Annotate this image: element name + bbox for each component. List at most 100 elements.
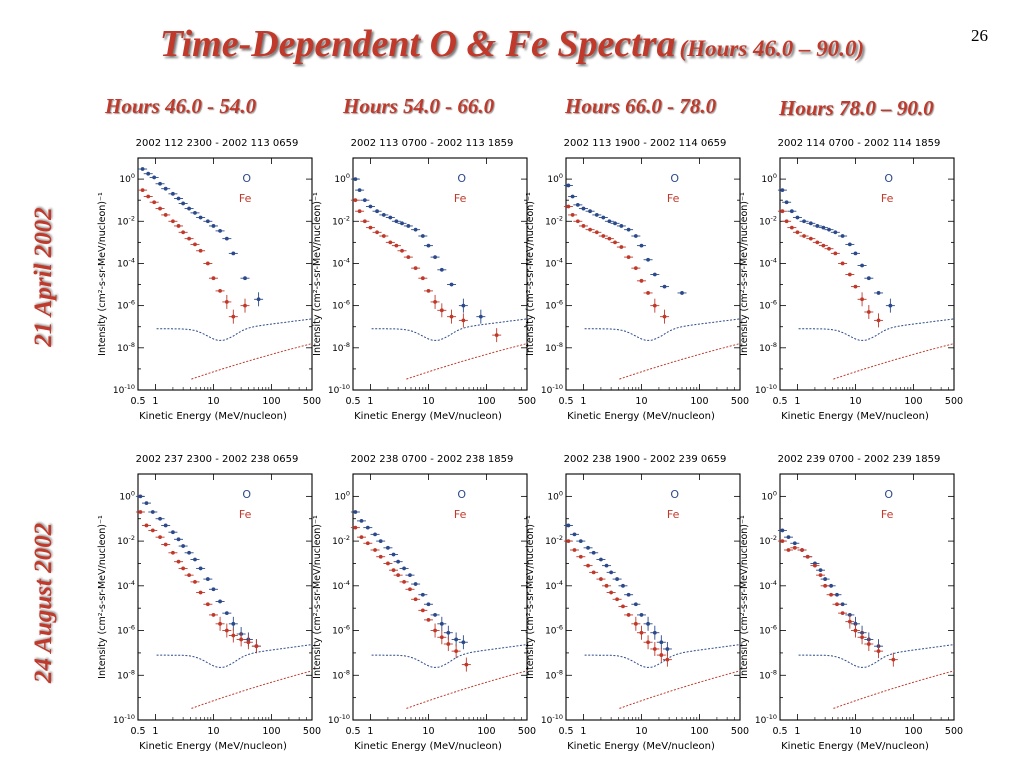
- x-tick-label: 500: [731, 726, 749, 737]
- y-tick-label: 10-10: [113, 383, 135, 396]
- y-tick-label: 10-10: [328, 383, 350, 396]
- y-tick-label: 10-2: [117, 214, 135, 227]
- legend-fe: Fe: [239, 508, 252, 521]
- y-tick-label: 10-8: [545, 668, 563, 681]
- y-tick-label: 10-4: [117, 579, 135, 592]
- y-tick-label: 10-2: [117, 534, 135, 547]
- x-tick-label: 10: [849, 726, 861, 737]
- x-tick-label: 100: [904, 726, 922, 737]
- slide-title-sub: (Hours 46.0 – 90.0): [679, 36, 865, 61]
- y-tick-label: 10-2: [332, 534, 350, 547]
- y-tick-label: 10-6: [759, 299, 777, 312]
- y-axis-label: Intensity (cm²-s-sr-MeV/nucleon)⁻¹: [97, 192, 108, 356]
- y-axis-label: Intensity (cm²-s-sr-MeV/nucleon)⁻¹: [739, 515, 750, 679]
- y-tick-label: 10-10: [328, 713, 350, 726]
- x-tick-label: 10: [635, 726, 647, 737]
- y-tick-label: 10-10: [755, 713, 777, 726]
- background-curve-o: [584, 644, 741, 668]
- y-tick-label: 10-6: [545, 624, 563, 637]
- y-axis-label: Intensity (cm²-s-sr-MeV/nucleon)⁻¹: [525, 192, 536, 356]
- page-number: 26: [971, 26, 988, 45]
- x-tick-label: 100: [690, 726, 708, 737]
- x-tick-label: 1: [367, 726, 373, 737]
- x-tick-label: 100: [477, 396, 495, 407]
- x-tick-label: 10: [849, 396, 861, 407]
- y-tick-label: 10-4: [545, 256, 563, 269]
- y-tick-label: 10-6: [117, 624, 135, 637]
- y-tick-label: 100: [119, 489, 135, 502]
- y-tick-label: 10-8: [759, 668, 777, 681]
- x-tick-label: 1: [794, 396, 800, 407]
- background-curve-o: [371, 644, 528, 668]
- chart-panel-1: 2002 112 2300 - 2002 113 0659 0.5 1 10 100 50…: [97, 138, 321, 422]
- y-tick-label: 10-6: [545, 299, 563, 312]
- legend-fe: Fe: [667, 192, 680, 205]
- legend-o: O: [670, 172, 679, 185]
- chart-panel-3: 2002 113 1900 - 2002 114 0659 0.5 1 10 100 50…: [525, 138, 749, 422]
- x-tick-label: 0.5: [772, 726, 787, 737]
- x-axis-label: Kinetic Energy (MeV/nucleon): [139, 411, 287, 422]
- legend-o: O: [884, 172, 893, 185]
- x-tick-label: 500: [518, 726, 536, 737]
- plot-frame: [137, 157, 313, 391]
- y-tick-label: 10-6: [332, 624, 350, 637]
- panel-title: 2002 112 2300 - 2002 113 0659: [136, 138, 299, 149]
- legend-fe: Fe: [667, 508, 680, 521]
- legend-o: O: [242, 488, 251, 501]
- y-tick-label: 10-2: [759, 534, 777, 547]
- x-tick-label: 1: [152, 726, 158, 737]
- y-tick-label: 10-8: [332, 341, 350, 354]
- legend-o: O: [457, 488, 466, 501]
- x-tick-label: 10: [635, 396, 647, 407]
- plot-frame: [352, 473, 528, 721]
- y-tick-label: 10-10: [541, 713, 563, 726]
- y-tick-label: 10-6: [332, 299, 350, 312]
- x-axis-label: Kinetic Energy (MeV/nucleon): [781, 411, 929, 422]
- y-tick-label: 10-2: [332, 214, 350, 227]
- column-header-4: Hours 78.0 – 90.0: [779, 96, 934, 120]
- x-tick-label: 500: [945, 726, 963, 737]
- x-tick-label: 0.5: [558, 726, 573, 737]
- x-tick-label: 0.5: [772, 396, 787, 407]
- panel-title: 2002 237 2300 - 2002 238 0659: [136, 454, 299, 465]
- y-tick-label: 10-8: [332, 668, 350, 681]
- x-tick-label: 100: [262, 396, 280, 407]
- plot-frame: [779, 473, 955, 721]
- background-curve-o: [798, 644, 955, 668]
- y-tick-label: 10-6: [117, 299, 135, 312]
- x-tick-label: 0.5: [345, 396, 360, 407]
- x-tick-label: 500: [518, 396, 536, 407]
- background-curve-fe: [619, 343, 741, 380]
- legend-fe: Fe: [454, 508, 467, 521]
- background-curve-o: [798, 318, 955, 341]
- x-tick-label: 10: [207, 726, 219, 737]
- background-curve-fe: [619, 670, 741, 709]
- x-tick-label: 1: [580, 726, 586, 737]
- background-curve-o: [371, 318, 528, 341]
- y-tick-label: 100: [119, 172, 135, 185]
- x-axis-label: Kinetic Energy (MeV/nucleon): [567, 411, 715, 422]
- x-tick-label: 500: [945, 396, 963, 407]
- y-tick-label: 10-4: [759, 579, 777, 592]
- x-tick-label: 100: [904, 396, 922, 407]
- y-tick-label: 10-4: [759, 256, 777, 269]
- column-header-1: Hours 46.0 - 54.0: [105, 94, 257, 118]
- x-tick-label: 500: [303, 396, 321, 407]
- y-tick-label: 100: [334, 489, 350, 502]
- x-tick-label: 0.5: [345, 726, 360, 737]
- chart-panel-7: 2002 238 1900 - 2002 239 0659 0.5 1 10 100 50…: [525, 454, 749, 752]
- y-tick-label: 10-8: [759, 341, 777, 354]
- y-tick-label: 100: [761, 489, 777, 502]
- chart-panel-6: 2002 238 0700 - 2002 238 1859 0.5 1 10 100 50…: [312, 454, 536, 752]
- panel-title: 2002 239 0700 - 2002 239 1859: [778, 454, 941, 465]
- x-tick-label: 10: [207, 396, 219, 407]
- x-tick-label: 500: [731, 396, 749, 407]
- y-tick-label: 10-10: [755, 383, 777, 396]
- plot-frame: [137, 473, 313, 721]
- column-header-3: Hours 66.0 - 78.0: [565, 94, 717, 118]
- y-tick-label: 10-2: [545, 534, 563, 547]
- y-tick-label: 100: [547, 172, 563, 185]
- column-header-2: Hours 54.0 - 66.0: [343, 94, 495, 118]
- y-tick-label: 10-8: [117, 341, 135, 354]
